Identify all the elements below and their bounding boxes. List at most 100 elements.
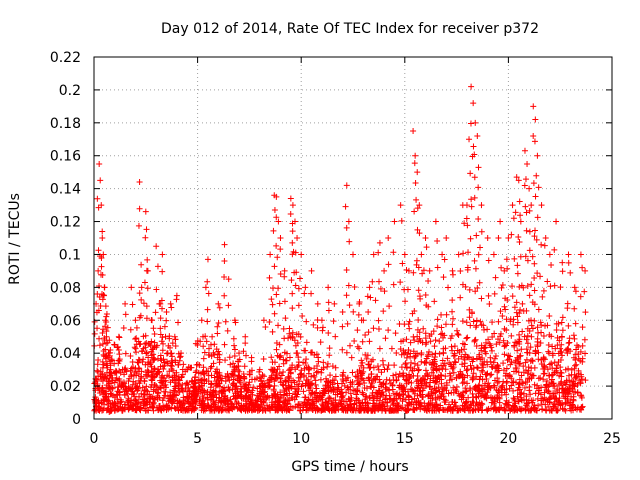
data-point <box>491 383 498 390</box>
data-point <box>154 263 161 270</box>
data-point <box>358 357 365 364</box>
data-point <box>399 372 406 379</box>
data-point <box>142 341 149 348</box>
data-point <box>532 193 539 200</box>
data-point <box>277 352 284 359</box>
data-point <box>474 285 481 292</box>
data-point <box>405 378 412 385</box>
data-point <box>542 407 549 414</box>
data-point <box>548 407 555 414</box>
data-point <box>153 344 160 351</box>
data-point <box>518 372 525 379</box>
data-point <box>99 340 106 347</box>
data-point <box>229 371 236 378</box>
data-point <box>455 332 462 338</box>
data-point <box>160 340 167 347</box>
data-point <box>156 300 163 307</box>
data-point <box>438 311 445 318</box>
data-point <box>280 382 287 389</box>
data-point <box>246 371 253 378</box>
data-point <box>330 387 337 394</box>
data-point <box>200 364 207 371</box>
data-point <box>524 257 531 264</box>
data-point <box>277 379 284 386</box>
data-point <box>159 251 166 258</box>
data-point <box>94 325 101 332</box>
data-point <box>95 247 102 254</box>
data-point <box>286 375 293 382</box>
data-point <box>262 407 269 414</box>
data-point <box>365 361 372 368</box>
data-point <box>173 296 180 303</box>
data-point <box>529 325 536 332</box>
data-point <box>301 290 308 297</box>
data-point <box>365 329 372 336</box>
data-point <box>271 206 278 213</box>
data-point <box>490 359 497 366</box>
data-point <box>538 241 545 248</box>
data-point <box>550 380 557 387</box>
data-point <box>522 359 529 366</box>
data-point <box>497 308 504 315</box>
data-point <box>300 373 307 380</box>
data-point <box>416 202 423 209</box>
data-point <box>464 366 471 373</box>
x-axis-label: GPS time / hours <box>291 459 408 475</box>
data-point <box>208 372 215 379</box>
data-point <box>521 333 528 340</box>
data-point <box>516 310 523 317</box>
data-point <box>451 352 458 359</box>
data-point <box>477 356 484 363</box>
data-point <box>531 260 538 267</box>
data-point <box>511 396 518 403</box>
data-point <box>471 174 478 181</box>
data-point <box>274 402 281 409</box>
data-point <box>460 250 467 257</box>
data-point <box>151 381 158 388</box>
data-point <box>478 345 485 352</box>
data-point <box>370 251 377 258</box>
data-point <box>439 388 446 395</box>
data-point <box>442 345 449 352</box>
data-point <box>476 382 483 389</box>
data-point <box>95 267 102 274</box>
data-point <box>337 390 344 397</box>
data-point <box>470 100 477 107</box>
data-point <box>262 324 269 331</box>
data-point <box>314 368 321 375</box>
data-point <box>448 343 455 350</box>
data-point <box>364 399 371 406</box>
data-point <box>501 351 508 358</box>
data-point <box>515 177 522 184</box>
data-point <box>298 251 305 258</box>
data-point <box>342 375 349 382</box>
data-point <box>356 399 363 406</box>
data-point <box>410 269 417 276</box>
data-point <box>204 256 211 263</box>
data-point <box>523 227 530 234</box>
data-point <box>551 359 558 366</box>
data-point <box>139 358 146 365</box>
data-point <box>346 238 353 245</box>
data-point <box>416 293 423 300</box>
data-point <box>464 334 471 341</box>
data-point <box>474 401 481 408</box>
data-point <box>512 357 519 364</box>
data-point <box>196 379 203 386</box>
data-point <box>264 402 271 409</box>
data-point <box>346 302 353 309</box>
data-point <box>107 362 114 369</box>
data-point <box>464 222 471 229</box>
data-point <box>467 362 474 369</box>
data-point <box>451 358 458 365</box>
data-point <box>427 338 434 345</box>
data-point <box>382 395 389 402</box>
data-point <box>543 396 550 403</box>
data-point <box>117 369 124 376</box>
data-point <box>572 320 579 327</box>
data-point <box>461 374 468 381</box>
data-point <box>366 338 373 345</box>
data-point <box>258 401 265 408</box>
data-point <box>516 360 523 367</box>
